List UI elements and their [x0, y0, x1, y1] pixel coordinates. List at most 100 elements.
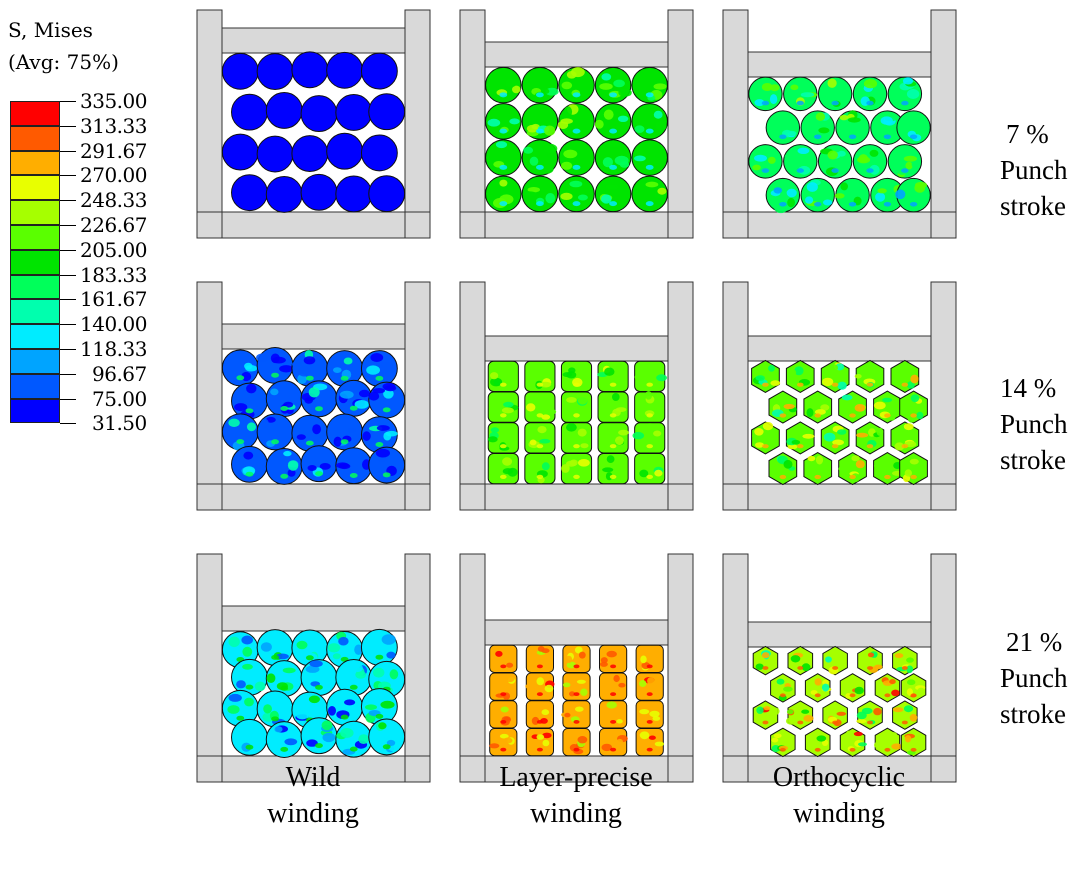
- wire-cross-section: [594, 175, 632, 213]
- wire-cross-section: [485, 139, 522, 176]
- wire-cross-section: [874, 673, 901, 703]
- wire-cross-section: [558, 175, 595, 213]
- wire-cross-section: [221, 133, 259, 171]
- panel-r3-c1: [196, 553, 431, 783]
- wire-cross-section: [804, 727, 831, 758]
- wire-cross-section: [335, 720, 373, 758]
- base-plate: [196, 755, 431, 783]
- legend-tick-label: 75.00: [92, 386, 147, 411]
- wire-cross-section: [525, 672, 555, 701]
- legend-swatch: [10, 125, 60, 151]
- wire-cross-section: [558, 66, 595, 104]
- legend-tick-mark: [60, 249, 76, 251]
- wire-cross-section: [785, 700, 814, 730]
- wire-cross-section: [560, 453, 593, 485]
- legend-tick-label: 161.67: [80, 287, 147, 312]
- wire-cross-section: [560, 391, 593, 423]
- legend-tick-mark: [60, 101, 76, 102]
- wire-cross-section: [783, 76, 818, 112]
- wire-cross-section: [265, 721, 303, 758]
- base-plate: [722, 483, 957, 511]
- legend-tick-mark: [60, 373, 76, 375]
- wire-cross-section: [360, 350, 398, 387]
- wire-cross-section: [562, 672, 591, 701]
- wire-cross-section: [599, 728, 628, 757]
- legend-subtitle: (Avg: 75%): [8, 50, 119, 74]
- column-label-line1: Wild: [285, 762, 341, 793]
- legend-tick-mark: [60, 423, 76, 425]
- wire-cross-section: [360, 134, 398, 172]
- wire-cross-section: [874, 727, 903, 758]
- left-wall: [459, 553, 486, 783]
- wire-cross-section: [804, 673, 832, 703]
- punch-plate: [747, 51, 932, 78]
- wire-cross-section: [221, 349, 259, 387]
- wire-cross-section: [524, 422, 556, 454]
- wire-cross-section: [631, 175, 668, 213]
- wire-cross-section: [857, 645, 883, 676]
- wire-cross-section: [800, 177, 835, 213]
- legend-tick-label: 313.33: [80, 113, 147, 138]
- right-wall: [667, 281, 694, 511]
- punch-plate: [221, 27, 406, 54]
- wire-cross-section: [525, 700, 554, 729]
- base-plate: [196, 211, 431, 239]
- row-label-punch: Punch: [1000, 155, 1068, 185]
- wire-cross-section: [265, 380, 303, 418]
- wire-cross-section: [487, 391, 519, 423]
- wire-cross-section: [870, 110, 905, 145]
- wire-cross-section: [597, 360, 629, 392]
- wire-cross-section: [787, 645, 814, 676]
- wire-cross-section: [524, 391, 557, 423]
- wire-cross-section: [256, 135, 294, 173]
- wire-cross-section: [835, 110, 870, 145]
- wire-cross-section: [635, 700, 664, 729]
- row-label-stroke: stroke: [1000, 699, 1066, 729]
- wire-cross-section: [887, 144, 923, 179]
- wire-cross-section: [300, 659, 338, 696]
- legend-swatch: [10, 225, 60, 250]
- wire-cross-section: [597, 453, 629, 485]
- wire-cross-section: [852, 144, 888, 179]
- wire-cross-section: [887, 76, 923, 112]
- row-label-punch: Punch: [1000, 663, 1068, 693]
- wire-cross-section: [487, 422, 519, 454]
- wire-cross-section: [852, 76, 888, 112]
- wire-cross-section: [368, 93, 406, 131]
- legend-tick-label: 226.67: [80, 213, 147, 237]
- wire-cross-section: [783, 144, 818, 179]
- wire-cross-section: [256, 413, 294, 451]
- wire-cross-section: [839, 673, 866, 703]
- wire-cross-section: [300, 173, 338, 211]
- legend-tick-label: 291.67: [80, 138, 147, 163]
- left-wall: [459, 281, 486, 511]
- base-plate: [722, 211, 957, 239]
- wire-cross-section: [822, 700, 848, 730]
- wire-cross-section: [817, 76, 853, 112]
- column-label-line2: winding: [530, 798, 622, 829]
- panel-r3-c3: [722, 553, 957, 783]
- legend-swatch: [10, 175, 60, 201]
- legend-tick-mark: [60, 125, 76, 127]
- wire-cross-section: [594, 139, 632, 176]
- column-label-line1: Layer-precise: [499, 762, 653, 793]
- wire-cross-section: [368, 446, 406, 484]
- legend-swatch: [10, 249, 60, 275]
- wire-cross-section: [524, 360, 556, 392]
- punch-plate: [747, 335, 932, 362]
- wire-cross-section: [360, 628, 398, 666]
- wire-cross-section: [326, 631, 364, 668]
- wire-cross-section: [785, 359, 815, 393]
- wire-cross-section: [770, 727, 796, 758]
- wire-cross-section: [752, 700, 780, 730]
- row-label-21: 21 % Punch stroke: [1000, 624, 1068, 732]
- wire-cross-section: [820, 421, 850, 455]
- wire-cross-section: [525, 644, 554, 673]
- legend-tick-label: 96.67: [92, 361, 147, 386]
- wire-cross-section: [256, 53, 294, 90]
- wire-cross-section: [803, 390, 833, 424]
- wire-cross-section: [326, 413, 364, 451]
- right-wall: [404, 553, 431, 783]
- wire-cross-section: [751, 359, 781, 393]
- wire-cross-section: [635, 728, 665, 757]
